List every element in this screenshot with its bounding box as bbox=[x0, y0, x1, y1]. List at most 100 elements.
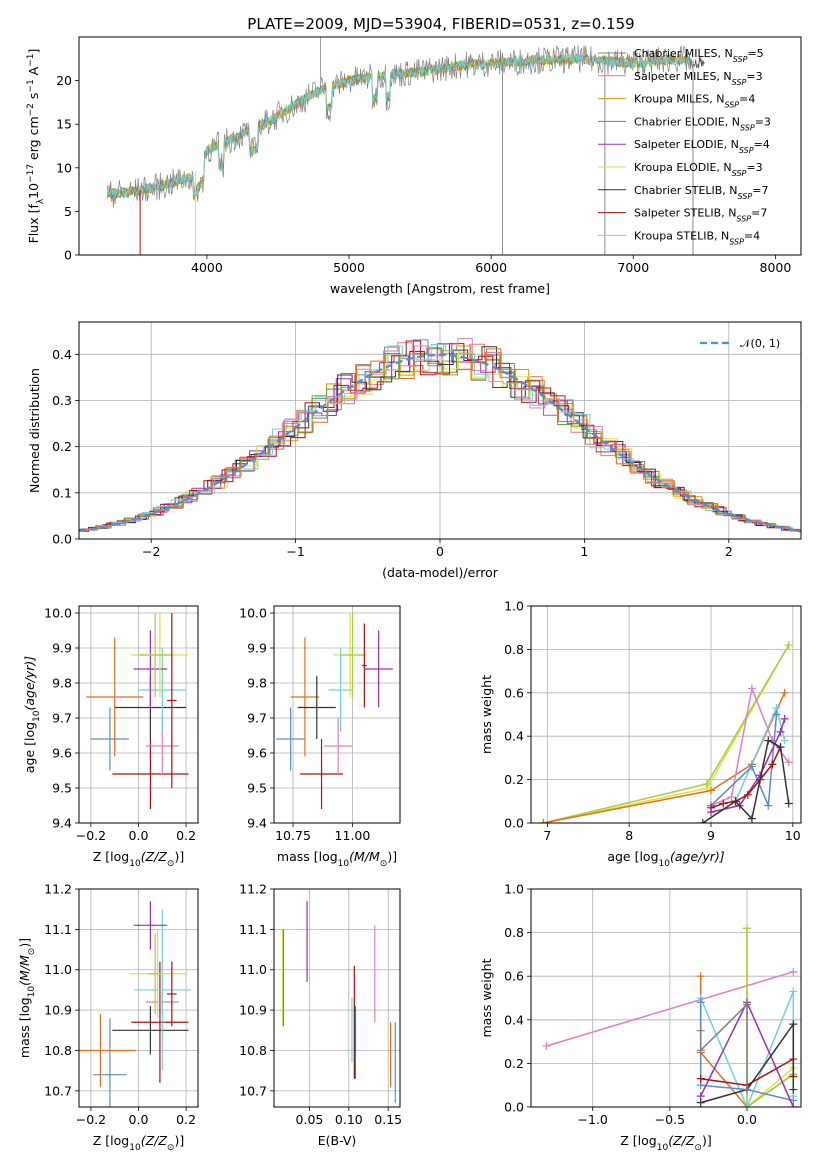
weight-vs-age-series-7-marker-0 bbox=[707, 803, 715, 812]
weight-vs-age-xlabel: age [log10(age/yr)] bbox=[607, 849, 724, 869]
normal-curve bbox=[79, 353, 801, 532]
legend-label-value: =4 bbox=[754, 138, 770, 151]
age-vs-z-grid bbox=[79, 606, 198, 824]
weight-vs-z-series-5-marker-0 bbox=[696, 998, 705, 1007]
age-vs-z-xlabel-part: Z [log bbox=[93, 849, 129, 864]
mass-vs-ebv-ytick-label-1: 10.8 bbox=[239, 1043, 267, 1058]
legend-label-sub: SSP bbox=[733, 55, 748, 64]
spectrum-frame bbox=[78, 36, 802, 256]
spectrum-xtick-label-2: 6000 bbox=[475, 260, 507, 275]
legend-label-sub: SSP bbox=[732, 169, 747, 178]
weight-vs-age-series-7-marker-3 bbox=[743, 790, 752, 799]
mass-vs-z-xtick-label-2: 0.2 bbox=[176, 1112, 196, 1127]
weight-vs-z-ytick-label-3: 0.6 bbox=[504, 969, 524, 984]
weight-vs-z-ytick-label-4: 0.8 bbox=[504, 925, 524, 940]
weight-vs-age-ytick-label-4: 0.8 bbox=[504, 642, 524, 657]
age-vs-z-xtick-label-1: 0.0 bbox=[129, 828, 149, 843]
weight-vs-age-series-2-marker-3 bbox=[780, 688, 789, 697]
weight-vs-age-plot-area bbox=[539, 641, 793, 823]
weight-vs-z-ytick-label-1: 0.2 bbox=[504, 1056, 524, 1071]
weight-vs-z-series-9-marker-1 bbox=[696, 1046, 705, 1055]
mass-vs-z-ylabel-part: )] bbox=[17, 938, 32, 948]
weight-vs-z-series-0-marker-0 bbox=[542, 1041, 551, 1050]
weight-vs-age-series-8-marker-0 bbox=[698, 819, 707, 823]
weight-vs-z-series-1-marker-0 bbox=[696, 972, 705, 981]
legend-label-name: Salpeter ELODIE, N bbox=[634, 138, 739, 151]
weight-vs-z-ylabel: mass weight bbox=[479, 958, 494, 1037]
weight-vs-age-series-8-marker-1 bbox=[731, 797, 740, 806]
histogram-salpeter_elodie bbox=[79, 343, 801, 533]
mass-vs-z-xlabel: Z [log10(Z/Z⊙)] bbox=[93, 1133, 184, 1153]
residuals-axes: −2 −1 0 1 2 0.0 0.1 0.2 0.3 0.4 (data-model)/error… bbox=[27, 321, 802, 580]
legend-label-sub: SSP bbox=[740, 123, 755, 132]
weight-vs-age-series-8-marker-2 bbox=[747, 814, 756, 823]
weight-vs-age-series-8 bbox=[702, 739, 790, 823]
residuals-ytick-label-4: 0.4 bbox=[52, 347, 72, 362]
weight-vs-age-series-8-marker-3 bbox=[764, 736, 773, 745]
weight-vs-age-series-8-marker-5 bbox=[784, 799, 793, 808]
age-vs-mass-grid bbox=[274, 606, 400, 824]
residuals-ylabel-part: Normed distribution bbox=[27, 368, 42, 493]
age-vs-mass-ytick-label-4: 9.8 bbox=[247, 676, 267, 691]
mass-vs-z-ytick-label-5: 11.2 bbox=[44, 882, 72, 897]
spectrum-plot-area bbox=[107, 37, 705, 255]
age-vs-z-ytick-label-6: 10.0 bbox=[44, 606, 72, 621]
age-vs-z-ylabel-part: 10 bbox=[32, 710, 42, 722]
spectrum-ylabel-part: −1 bbox=[26, 54, 36, 67]
mass-vs-z-xlabel-part: ⊙ bbox=[167, 1143, 175, 1153]
mass-vs-ebv-ytick-label-5: 11.2 bbox=[239, 882, 267, 897]
normal-legend-label: 𝒩(0, 1) bbox=[740, 337, 780, 350]
spectrum-ylabel-part: λ bbox=[36, 198, 46, 204]
weight-vs-age-series-5-marker-1 bbox=[747, 762, 756, 771]
residuals-xtick-label-3: 1 bbox=[580, 544, 588, 559]
spectrum-ylabel-part: −1 bbox=[26, 79, 36, 92]
weight-vs-age-xtick-label-3: 10 bbox=[785, 828, 801, 843]
age-vs-z-xlabel-part: (Z/Z bbox=[141, 849, 168, 864]
weight-vs-z-xtick-label-0: −1.0 bbox=[578, 1112, 608, 1127]
age-vs-mass-ytick-label-6: 10.0 bbox=[239, 606, 267, 621]
weight-vs-age-xtick-label-0: 7 bbox=[543, 828, 551, 843]
weight-vs-age-series-5-marker-3 bbox=[772, 710, 781, 719]
weight-vs-age-frame bbox=[530, 605, 802, 824]
weight-vs-z-axes: −1.0 −0.5 0.0 0.0 0.2 0.4 0.6 0.8 1.0 mass weight… bbox=[479, 882, 802, 1153]
legend-label-value: =4 bbox=[739, 93, 755, 106]
legend-label-sub: SSP bbox=[729, 237, 744, 246]
residuals-ylabel: Normed distribution bbox=[27, 368, 42, 493]
mass-vs-z-xlabel-part: 10 bbox=[129, 1143, 141, 1153]
residuals-xtick-label-0: −2 bbox=[142, 544, 160, 559]
spectrum-ylabel-part: erg cm bbox=[26, 116, 41, 164]
legend-label-name: Kroupa STELIB, N bbox=[634, 229, 729, 242]
residuals-plot-area bbox=[79, 337, 801, 533]
spectrum-ylabel-part: A bbox=[26, 66, 41, 79]
residuals-xtick-label-2: 0 bbox=[436, 544, 444, 559]
mass-vs-z-xlabel-part: Z [log bbox=[93, 1133, 129, 1148]
age-vs-mass-ytick-label-1: 9.5 bbox=[247, 781, 267, 796]
weight-vs-z-series-4-marker-2 bbox=[789, 987, 798, 996]
mass-vs-z-axes: −0.2 0.0 0.2 10.7 10.8 10.9 11.0 11.1 11.2 Z [log… bbox=[17, 882, 199, 1153]
legend-label-name: Chabrier ELODIE, N bbox=[634, 115, 740, 128]
legend-label-sub: SSP bbox=[724, 100, 739, 109]
mass-vs-z-frame bbox=[78, 888, 199, 1108]
mass-vs-ebv-ytick-label-4: 11.1 bbox=[239, 922, 267, 937]
mass-vs-ebv-ytick-label-2: 10.9 bbox=[239, 1003, 267, 1018]
weight-vs-age-ytick-label-5: 1.0 bbox=[504, 599, 524, 614]
legend-label-sub: SSP bbox=[738, 191, 753, 200]
legend-label-name: Kroupa MILES, N bbox=[634, 93, 724, 106]
legend-label-salpeter_elodie: Salpeter ELODIE, NSSP=4 bbox=[634, 138, 770, 155]
weight-vs-z-xtick-label-2: 0.0 bbox=[737, 1112, 757, 1127]
weight-vs-z-ylabel-part: mass weight bbox=[479, 958, 494, 1037]
age-vs-mass-xtick-label-1: 11.00 bbox=[335, 828, 371, 843]
age-vs-mass-xlabel-part: 10 bbox=[338, 859, 350, 869]
age-vs-z-ytick-label-1: 9.5 bbox=[52, 781, 72, 796]
age-vs-mass-frame bbox=[273, 605, 401, 824]
spectrum-ylabel-part: ] bbox=[26, 49, 41, 54]
age-vs-z-ytick-label-3: 9.7 bbox=[52, 711, 72, 726]
legend-label-kroupa_elodie: Kroupa ELODIE, NSSP=3 bbox=[634, 161, 763, 178]
mass-vs-ebv-axes: 0.05 0.10 0.15 10.7 10.8 10.9 11.0 11.1 11.2 E(B-… bbox=[239, 882, 402, 1149]
weight-vs-age-ytick-label-0: 0.0 bbox=[504, 816, 524, 831]
legend-label-value: =7 bbox=[751, 207, 767, 220]
age-vs-mass-ytick-label-5: 9.9 bbox=[247, 641, 267, 656]
mass-vs-ebv-ytick-label-0: 10.7 bbox=[239, 1083, 267, 1098]
weight-vs-z-series-8 bbox=[700, 1021, 795, 1104]
